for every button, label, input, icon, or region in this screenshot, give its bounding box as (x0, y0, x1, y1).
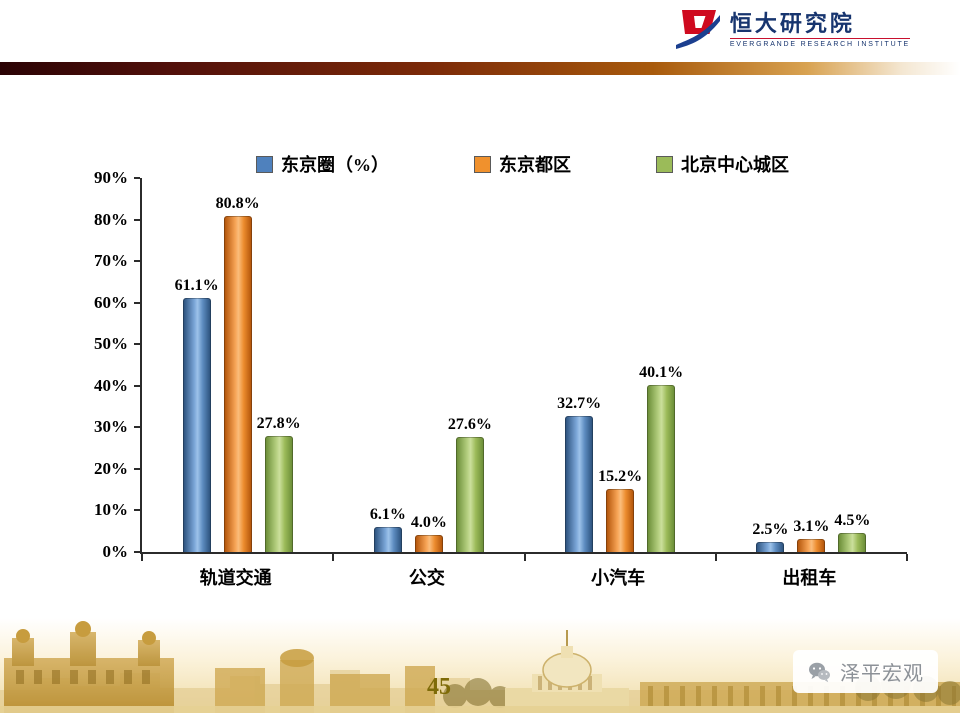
watermark-label: 泽平宏观 (840, 663, 924, 685)
footer: 45 泽平宏观 (0, 618, 960, 713)
bar-value-label: 2.5% (752, 520, 789, 538)
bar (373, 526, 402, 552)
bar-value-label: 61.1% (174, 277, 219, 295)
logo: 恒大研究院 EVERGRANDE RESEARCH INSTITUTE (675, 8, 910, 52)
bar (565, 416, 594, 552)
plot-area: 61.1% 80.8% 27.8% 6.1% 4.0% 27.6% 32.7% 15.2% 40… (134, 177, 908, 561)
bar (756, 541, 785, 552)
logo-title: 恒大研究院 (729, 10, 855, 36)
bar-value-label: 27.8% (256, 415, 301, 433)
y-tick-mark (134, 301, 140, 304)
y-tick-mark (134, 260, 140, 263)
category-label: 轨道交通 (199, 568, 272, 588)
y-tick-label: 80% (94, 209, 128, 229)
y-tick-label: 10% (94, 500, 128, 520)
chart-legend: 东京圈（%） 东京都区 北京中心城区 (140, 150, 905, 178)
legend-swatch-icon (474, 155, 491, 173)
y-tick-mark (134, 509, 140, 512)
y-tick-label: 50% (94, 334, 128, 354)
bar (182, 298, 211, 552)
y-tick-mark (134, 343, 140, 346)
evergrande-logo-icon (675, 10, 720, 49)
x-axis-labels: 轨道交通 公交 小汽车 出租车 (140, 556, 905, 590)
legend-item: 东京圈（%） (256, 151, 389, 177)
x-tick-mark (714, 554, 717, 561)
category-label: 公交 (408, 568, 445, 588)
bar-value-label: 80.8% (215, 195, 260, 213)
header-divider (0, 62, 960, 75)
y-tick-label: 70% (94, 251, 128, 271)
watermark: 泽平宏观 (793, 650, 938, 693)
y-tick-label: 20% (94, 458, 128, 478)
bar (797, 539, 826, 552)
bar-value-label: 32.7% (557, 395, 602, 413)
bar (838, 533, 867, 552)
x-tick-mark (523, 554, 526, 561)
bar (647, 385, 676, 552)
bar (606, 488, 635, 552)
plot-wrap: 0% 10% 20% 30% 40% 50% 60% 70% 80% 90% 61.1% 80.8%… (88, 168, 918, 593)
bar (414, 535, 443, 552)
y-tick-label: 0% (102, 542, 129, 561)
bar (455, 437, 484, 552)
bar-value-label: 15.2% (598, 467, 643, 485)
bar-value-label: 4.5% (834, 512, 871, 530)
y-tick-label: 30% (94, 417, 128, 437)
bar (223, 216, 252, 552)
y-tick-mark (134, 177, 140, 179)
y-tick-mark (134, 426, 140, 429)
x-tick-mark (141, 554, 143, 561)
x-tick-mark (332, 554, 335, 561)
bar-value-label: 3.1% (793, 518, 830, 536)
category-label: 出租车 (782, 568, 837, 588)
y-tick-label: 40% (94, 375, 128, 395)
legend-label: 东京圈（%） (281, 155, 389, 175)
bar-chart: 东京圈（%） 东京都区 北京中心城区 0% 10% 20% 30% 40% 50% 60% 70%… (88, 150, 918, 593)
category-label: 小汽车 (591, 568, 646, 588)
bar (264, 436, 293, 552)
legend-item: 东京都区 (474, 151, 571, 177)
legend-item: 北京中心城区 (656, 151, 789, 177)
y-tick-mark (134, 467, 140, 470)
logo-subtitle: EVERGRANDE RESEARCH INSTITUTE (729, 38, 910, 48)
bar-value-label: 40.1% (639, 364, 684, 382)
legend-label: 东京都区 (499, 155, 571, 175)
bar-value-label: 4.0% (410, 514, 447, 532)
y-tick-mark (134, 551, 140, 553)
legend-swatch-icon (256, 155, 273, 173)
y-tick-mark (134, 218, 140, 221)
y-tick-label: 60% (94, 292, 128, 312)
bar-value-label: 27.6% (447, 416, 492, 434)
y-tick-label: 90% (94, 168, 128, 187)
y-axis: 0% 10% 20% 30% 40% 50% 60% 70% 80% 90% (88, 168, 136, 561)
legend-label: 北京中心城区 (681, 155, 789, 175)
bar-value-label: 6.1% (369, 505, 406, 523)
legend-swatch-icon (656, 155, 673, 173)
page-number: 45 (427, 674, 451, 700)
wechat-icon (809, 662, 830, 682)
y-tick-mark (134, 384, 140, 387)
x-tick-mark (906, 554, 908, 561)
